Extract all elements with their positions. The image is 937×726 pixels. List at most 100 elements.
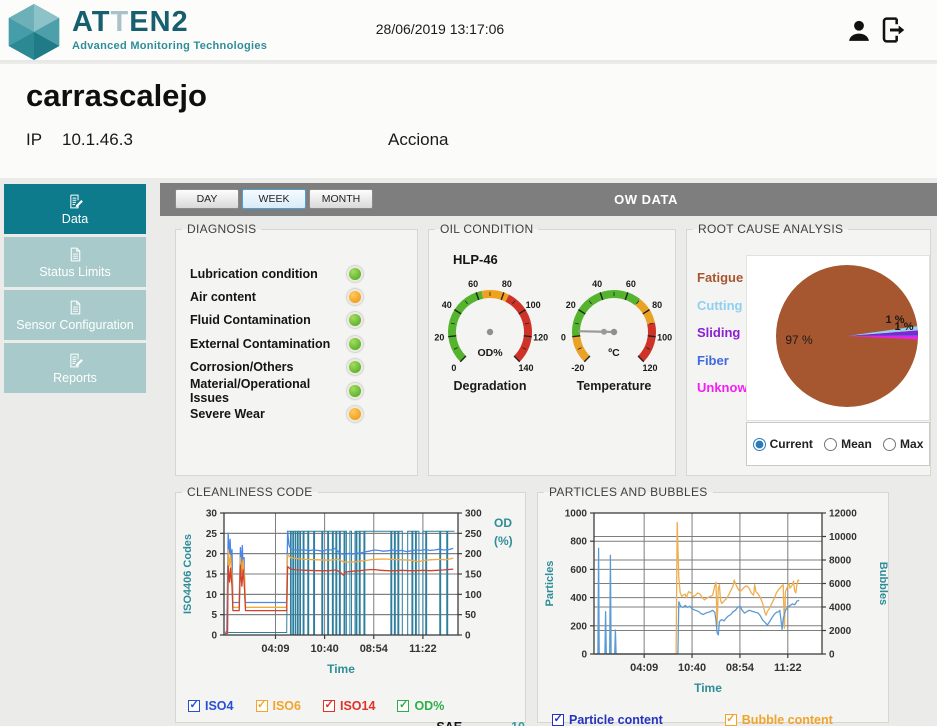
svg-text:400: 400 <box>570 593 587 604</box>
legend-checkbox-particle-content[interactable] <box>552 712 564 726</box>
mode-radio-label: Current <box>769 437 813 451</box>
svg-text:0: 0 <box>561 333 566 343</box>
status-dot-green <box>347 312 363 329</box>
diagnosis-label: Fluid Contamination <box>190 313 311 328</box>
svg-text:Temperature: Temperature <box>577 379 652 393</box>
svg-text:2000: 2000 <box>829 626 852 637</box>
svg-text:25: 25 <box>206 529 218 540</box>
svg-text:150: 150 <box>465 570 482 581</box>
document-icon <box>67 299 84 316</box>
mode-radio-label: Max <box>900 437 924 451</box>
sidebar-item-status-limits[interactable]: Status Limits <box>4 237 146 287</box>
legend-checkbox-od[interactable] <box>397 698 410 712</box>
mode-selector: Current Mean Max <box>746 422 930 466</box>
mode-radio-input-max[interactable] <box>883 437 897 451</box>
svg-text:Bubbles: Bubbles <box>877 562 888 605</box>
range-button-month[interactable]: MONTH <box>309 189 373 209</box>
mode-radio-input-current[interactable] <box>752 437 766 451</box>
mode-radio-current[interactable]: Current <box>752 437 813 451</box>
code-value: 10 <box>511 720 525 726</box>
sidebar-item-sensor-configuration[interactable]: Sensor Configuration <box>4 290 146 340</box>
legend-checkbox-iso4[interactable] <box>188 698 200 712</box>
oil-type-label: HLP-46 <box>453 252 498 267</box>
svg-text:30: 30 <box>206 509 218 520</box>
svg-text:1 %: 1 % <box>895 321 914 333</box>
svg-text:10:40: 10:40 <box>311 643 339 655</box>
svg-text:8000: 8000 <box>829 556 852 567</box>
root-cause-pie-chart: 97 % 1 %1 % <box>776 265 918 407</box>
svg-text:60: 60 <box>468 279 478 289</box>
sidebar-item-reports[interactable]: Reports <box>4 343 146 393</box>
status-dot-green <box>347 335 363 352</box>
particles-panel: PARTICLES AND BUBBLES 0 200 400 600 800 1000 0… <box>537 485 889 726</box>
svg-text:04:09: 04:09 <box>630 662 658 674</box>
legend-checkbox-iso14[interactable] <box>323 698 335 712</box>
oil-condition-panel: OIL CONDITION HLP-46 0 20 40 60 80 100 120 140 O… <box>428 222 676 476</box>
status-dot-green <box>347 382 363 399</box>
ip-label: IP <box>26 130 43 149</box>
svg-text:5: 5 <box>211 610 217 621</box>
status-dot-green <box>347 359 363 376</box>
svg-text:120: 120 <box>643 363 658 373</box>
svg-text:11:22: 11:22 <box>774 662 802 674</box>
document-edit-icon <box>67 352 84 369</box>
svg-text:120: 120 <box>533 333 548 343</box>
svg-text:600: 600 <box>570 565 587 576</box>
diagnosis-label: Air content <box>190 290 256 305</box>
legend-label: Particle content <box>569 713 663 726</box>
logout-icon[interactable] <box>876 14 908 51</box>
root-cause-legend-unknown: Unknown <box>697 380 756 395</box>
legend-item-bubble-content: Bubble content <box>724 712 833 726</box>
svg-text:11:22: 11:22 <box>409 643 437 655</box>
sidebar-item-data[interactable]: Data <box>4 184 146 234</box>
sidebar-item-label: Sensor Configuration <box>16 317 134 332</box>
svg-text:1000: 1000 <box>565 509 588 520</box>
svg-text:Time: Time <box>694 681 722 695</box>
svg-text:140: 140 <box>519 363 534 373</box>
particles-legend: Particle content Bubble content <box>552 712 833 726</box>
root-cause-panel-title: ROOT CAUSE ANALYSIS <box>698 222 844 236</box>
legend-checkbox-bubble-content[interactable] <box>724 712 737 726</box>
mode-radio-input-mean[interactable] <box>824 437 838 451</box>
svg-text:Degradation: Degradation <box>454 379 527 393</box>
sidebar-item-label: Reports <box>53 370 97 385</box>
section-title: OW DATA <box>614 192 678 207</box>
diagnosis-panel: DIAGNOSIS Lubrication condition Air conte… <box>175 222 418 476</box>
svg-text:08:54: 08:54 <box>360 643 389 655</box>
user-icon[interactable] <box>845 17 873 50</box>
svg-text:6000: 6000 <box>829 579 852 590</box>
svg-text:04:09: 04:09 <box>261 643 289 655</box>
svg-text:1 %: 1 % <box>886 314 905 326</box>
page-title: carrascalejo <box>26 78 207 113</box>
mode-radio-max[interactable]: Max <box>883 437 923 451</box>
svg-text:Particles: Particles <box>544 561 556 607</box>
app-header: ATTEN2 Advanced Monitoring Technologies … <box>0 0 937 62</box>
cleanliness-panel: CLEANLINESS CODE 0 5 10 15 20 25 30 0 50 100 150 20… <box>175 485 526 726</box>
diagnosis-row-fluid-contamination: Fluid Contamination <box>176 309 417 332</box>
legend-item-od: OD% <box>397 698 444 713</box>
svg-text:200: 200 <box>570 621 587 632</box>
oil-condition-panel-title: OIL CONDITION <box>440 222 534 236</box>
legend-checkbox-iso6[interactable] <box>255 698 268 712</box>
legend-item-particle-content: Particle content <box>552 712 663 726</box>
gauges-container: 0 20 40 60 80 100 120 140 OD% Degradation -20 0 20 40… <box>429 276 675 394</box>
range-button-day[interactable]: DAY <box>175 189 239 209</box>
svg-text:(%): (%) <box>494 534 513 548</box>
svg-text:20: 20 <box>566 300 576 310</box>
diagnosis-row-air-content: Air content <box>176 285 417 308</box>
root-cause-legend-cutting: Cutting <box>697 297 743 313</box>
document-edit-icon <box>67 193 84 210</box>
svg-text:60: 60 <box>626 279 636 289</box>
atten2-logo-text: ATTEN2 Advanced Monitoring Technologies <box>72 8 267 53</box>
cleanliness-codes: ISO440620,5/18,6/16,1NAS163812SAE AS4059… <box>187 720 525 726</box>
degradation-gauge: 0 20 40 60 80 100 120 140 OD% Degradation <box>434 279 548 393</box>
particles-panel-title: PARTICLES AND BUBBLES <box>549 485 708 499</box>
mode-radio-mean[interactable]: Mean <box>824 437 872 451</box>
range-button-week[interactable]: WEEK <box>242 189 306 209</box>
svg-text:20: 20 <box>434 333 444 343</box>
svg-text:12000: 12000 <box>829 509 857 520</box>
legend-item-iso6: ISO6 <box>255 698 301 713</box>
svg-text:100: 100 <box>657 333 672 343</box>
svg-text:0: 0 <box>581 650 587 661</box>
sidebar: Data Status Limits Sensor Configuration Rep… <box>4 184 146 396</box>
